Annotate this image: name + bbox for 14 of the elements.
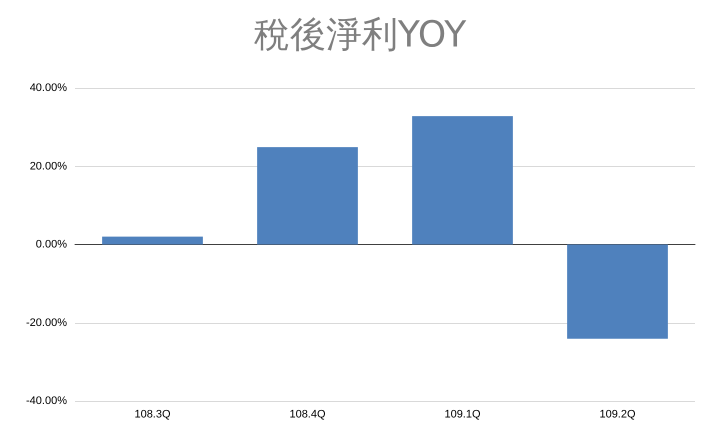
x-tick-label: 108.4Q [289,408,326,420]
y-tick-label: -20.00% [26,316,68,329]
chart-title: 稅後淨利YOY [254,14,468,56]
x-tick-label: 109.2Q [599,408,636,420]
x-tick-label: 108.3Q [134,408,171,420]
y-tick-label: 40.00% [30,82,68,94]
y-tick-label: 20.00% [30,160,68,172]
y-tick-label: 0.00% [36,238,68,250]
bar [567,244,668,339]
bar [257,147,358,244]
y-tick-label: -40.00% [26,395,68,407]
bar [412,116,513,244]
x-tick-label: 109.1Q [444,408,481,420]
bar [102,236,203,244]
